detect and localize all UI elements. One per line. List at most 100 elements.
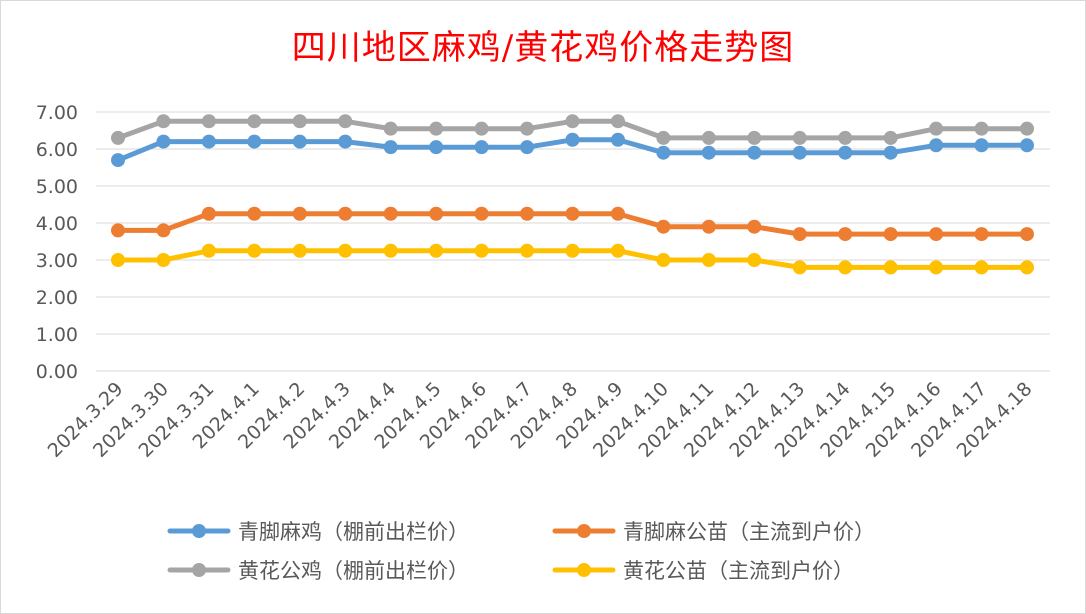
data-point: [565, 243, 580, 258]
data-point: [338, 243, 353, 258]
data-point: [792, 227, 807, 242]
data-point: [111, 153, 125, 168]
legend-label: 青脚麻公苗（主流到户价）: [623, 520, 875, 544]
data-point: [792, 145, 807, 160]
data-point: [292, 114, 307, 129]
data-point: [656, 130, 671, 145]
data-point: [656, 219, 671, 234]
data-point: [1020, 121, 1034, 136]
legend-swatch-marker: [577, 524, 591, 538]
y-tick-label: 2.00: [36, 287, 78, 309]
data-point: [429, 121, 444, 136]
data-point: [974, 138, 989, 153]
data-point: [201, 206, 216, 221]
data-point: [383, 140, 398, 155]
data-point: [747, 219, 762, 234]
data-point: [474, 140, 489, 155]
data-point: [929, 121, 944, 136]
series-2: [111, 206, 1034, 242]
gridlines: [96, 111, 1050, 372]
data-point: [201, 134, 216, 149]
data-point: [474, 243, 489, 258]
series-4: [111, 243, 1034, 275]
data-point: [792, 260, 807, 275]
data-point: [1020, 138, 1034, 153]
data-point: [838, 227, 853, 242]
data-point: [929, 227, 944, 242]
legend: 青脚麻鸡（棚前出栏价） 青脚麻公苗（主流到户价） 黄花公鸡（棚前出栏价） 黄花公苗（主…: [167, 520, 875, 583]
data-point: [429, 243, 444, 258]
data-point: [383, 121, 398, 136]
y-tick-label: 5.00: [36, 176, 78, 198]
series-3: [111, 114, 1034, 145]
data-point: [701, 130, 716, 145]
data-point: [338, 114, 353, 129]
y-tick-label: 0.00: [36, 361, 78, 383]
data-point: [201, 243, 216, 258]
y-axis-ticks: 0.00 1.00 2.00 3.00 4.00 5.00 6.00 7.00: [36, 102, 78, 383]
data-point: [929, 138, 944, 153]
y-tick-label: 4.00: [36, 213, 78, 235]
data-point: [201, 114, 216, 129]
data-point: [610, 114, 625, 129]
data-point: [111, 130, 125, 145]
legend-swatch-marker: [192, 524, 206, 538]
data-point: [520, 121, 535, 136]
series-1: [111, 132, 1034, 168]
data-point: [974, 121, 989, 136]
data-point: [474, 121, 489, 136]
legend-item: 青脚麻公苗（主流到户价）: [552, 520, 875, 544]
data-point: [701, 145, 716, 160]
y-tick-label: 3.00: [36, 250, 78, 272]
data-point: [247, 114, 262, 129]
data-point: [883, 260, 898, 275]
data-point: [701, 219, 716, 234]
data-point: [656, 253, 671, 267]
x-axis-ticks: 2024.3.292024.3.302024.3.312024.4.12024.…: [44, 378, 1037, 462]
data-point: [792, 130, 807, 145]
series-lines: [111, 114, 1034, 275]
y-tick-label: 7.00: [36, 102, 78, 124]
data-point: [883, 145, 898, 160]
legend-item: 黄花公鸡（棚前出栏价）: [167, 559, 469, 583]
data-point: [111, 223, 125, 238]
chart-title: 四川地区麻鸡/黄花鸡价格走势图: [291, 28, 795, 68]
y-tick-label: 6.00: [36, 139, 78, 161]
data-point: [974, 260, 989, 275]
data-point: [292, 206, 307, 221]
legend-label: 黄花公苗（主流到户价）: [623, 559, 854, 583]
data-point: [701, 253, 716, 267]
data-point: [838, 130, 853, 145]
data-point: [111, 253, 125, 267]
data-point: [292, 243, 307, 258]
data-point: [883, 130, 898, 145]
legend-item: 青脚麻鸡（棚前出栏价）: [167, 520, 469, 544]
data-point: [610, 132, 625, 147]
data-point: [383, 206, 398, 221]
data-point: [156, 114, 171, 129]
legend-label: 黄花公鸡（棚前出栏价）: [238, 559, 469, 583]
data-point: [338, 134, 353, 149]
legend-swatch-marker: [192, 563, 206, 577]
data-point: [656, 145, 671, 160]
data-point: [156, 223, 171, 238]
data-point: [247, 243, 262, 258]
data-point: [838, 260, 853, 275]
data-point: [565, 114, 580, 129]
data-point: [883, 227, 898, 242]
data-point: [429, 140, 444, 155]
data-point: [156, 134, 171, 149]
data-point: [474, 206, 489, 221]
data-point: [610, 206, 625, 221]
data-point: [520, 243, 535, 258]
data-point: [565, 206, 580, 221]
data-point: [929, 260, 944, 275]
data-point: [747, 253, 762, 267]
data-point: [1020, 260, 1034, 275]
data-point: [520, 206, 535, 221]
data-point: [338, 206, 353, 221]
data-point: [247, 206, 262, 221]
y-tick-label: 1.00: [36, 324, 78, 346]
